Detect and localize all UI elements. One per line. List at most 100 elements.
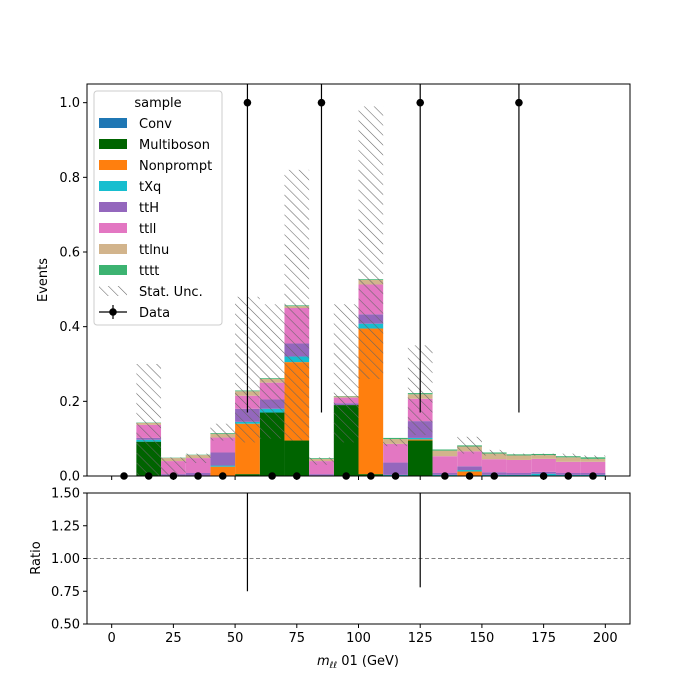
x-tick-label: 125 (408, 631, 433, 646)
bar-multiboson (235, 474, 260, 476)
main-y-ticks: 0.0 0.2 0.4 0.6 0.8 1.0 (59, 96, 87, 485)
stat-unc-band (383, 438, 408, 447)
bar-ttll (457, 451, 482, 467)
x-tick-label: 0 (108, 631, 116, 646)
legend-label: ttH (139, 201, 159, 216)
stat-unc-band (185, 453, 211, 463)
stat-unc-band (333, 304, 359, 443)
bar-tth (309, 474, 334, 476)
bar-ttll (531, 458, 556, 472)
stat-unc-band (481, 449, 507, 456)
legend-swatch (99, 139, 127, 149)
ratio-y-tick-label: 1.00 (51, 552, 80, 567)
stat-unc-band (506, 453, 532, 456)
ratio-y-tick-label: 1.50 (51, 487, 80, 502)
legend-label: Conv (139, 117, 172, 132)
main-panel: 0.0 0.2 0.4 0.6 0.8 1.0 Events (36, 83, 631, 485)
x-tick-label: 75 (289, 631, 306, 646)
ratio-y-axis-label: Ratio (29, 541, 44, 574)
main-y-tick-label: 0.2 (59, 395, 80, 410)
data-point (243, 98, 252, 107)
stat-unc-band (531, 453, 556, 456)
data-points-layer (120, 84, 597, 480)
x-axis-label-main: m (317, 654, 330, 669)
x-tick-label: 50 (227, 631, 244, 646)
legend-label: ttll (139, 222, 156, 237)
x-axis-label-sub: ℓℓ (329, 661, 337, 671)
bar-multiboson (284, 440, 310, 476)
bar-tth (383, 462, 408, 475)
data-point (416, 98, 425, 107)
bar-txq (210, 465, 236, 467)
bar-txq (457, 470, 482, 472)
ratio-points-layer (246, 493, 421, 592)
legend-label: ttlnu (139, 243, 169, 258)
bar-ttll (506, 459, 532, 474)
bar-ttlnu (506, 455, 532, 460)
bar-ttll (383, 443, 408, 463)
data-point (317, 98, 326, 107)
stat-unc-band (161, 457, 186, 476)
legend-label: Multiboson (139, 138, 210, 153)
legend-label: Nonprompt (139, 159, 212, 174)
legend-label: Stat. Unc. (139, 285, 203, 300)
bar-txq (506, 474, 532, 476)
bar-ttlnu (555, 457, 581, 462)
ratio-y-tick-label: 0.50 (51, 618, 80, 633)
ratio-x-ticks: 0 25 50 75 100 125 150 175 200 (108, 624, 618, 646)
bar-nonprompt (210, 466, 236, 476)
ratio-y-tick-label: 1.25 (51, 519, 80, 534)
main-y-axis-label: Events (36, 258, 51, 302)
bar-ttlnu (531, 455, 556, 459)
legend-swatch (99, 244, 127, 254)
x-axis-label-rest: 01 (GeV) (337, 654, 399, 669)
legend-swatch (99, 181, 127, 191)
bar-tth (210, 452, 236, 466)
stat-unc-band (309, 457, 334, 465)
bar-tttt (383, 437, 408, 440)
bar-tth (506, 473, 532, 475)
ratio-y-tick-label: 0.75 (51, 585, 80, 600)
bar-ttll (555, 461, 581, 474)
stat-unc-band (210, 423, 236, 441)
stat-unc-layer (136, 106, 606, 476)
legend-data-marker (109, 308, 117, 316)
bar-ttll (481, 459, 507, 473)
legend-swatch-stat-unc (99, 286, 127, 296)
legend-label: tXq (139, 180, 161, 195)
bar-ttll (580, 461, 606, 474)
x-axis-label: mℓℓ 01 (GeV) (317, 654, 399, 671)
stat-unc-band (259, 304, 285, 439)
legend-swatch (99, 223, 127, 233)
legend-swatch (99, 265, 127, 275)
bar-ttlnu (481, 453, 507, 460)
legend-swatch (99, 160, 127, 170)
x-tick-label: 100 (346, 631, 371, 646)
stat-unc-band (136, 364, 162, 476)
legend-swatch (99, 202, 127, 212)
legend-items: Conv Multiboson Nonprompt tXq ttH ttll ttlnu tt… (99, 117, 212, 321)
bar-tth (457, 466, 482, 471)
bar-ttll (210, 437, 236, 453)
ratio-y-ticks: 0.50 0.75 1.00 1.25 1.50 (51, 487, 87, 633)
legend-label: tttt (139, 264, 159, 279)
stat-unc-band (358, 106, 384, 379)
legend-label: Data (139, 306, 170, 321)
stat-unc-band (457, 436, 482, 454)
x-tick-label: 150 (469, 631, 494, 646)
legend: sample Conv Multiboson Nonprompt tXq ttH ttll… (93, 90, 223, 326)
bar-multiboson (407, 440, 433, 476)
stat-unc-band (555, 453, 581, 458)
ratio-panel: 0.50 0.75 1.00 1.25 1.50 0 25 50 75 100 125 150 175… (29, 487, 631, 671)
main-y-tick-label: 0.0 (59, 470, 80, 485)
stat-unc-band (580, 455, 606, 460)
main-y-tick-label: 1.0 (59, 96, 80, 111)
main-y-tick-label: 0.4 (59, 320, 80, 335)
x-tick-label: 25 (165, 631, 182, 646)
stat-unc-band (284, 169, 310, 441)
x-tick-label: 175 (531, 631, 556, 646)
bar-txq (407, 437, 433, 440)
main-y-tick-label: 0.6 (59, 246, 80, 261)
data-point (515, 98, 523, 107)
